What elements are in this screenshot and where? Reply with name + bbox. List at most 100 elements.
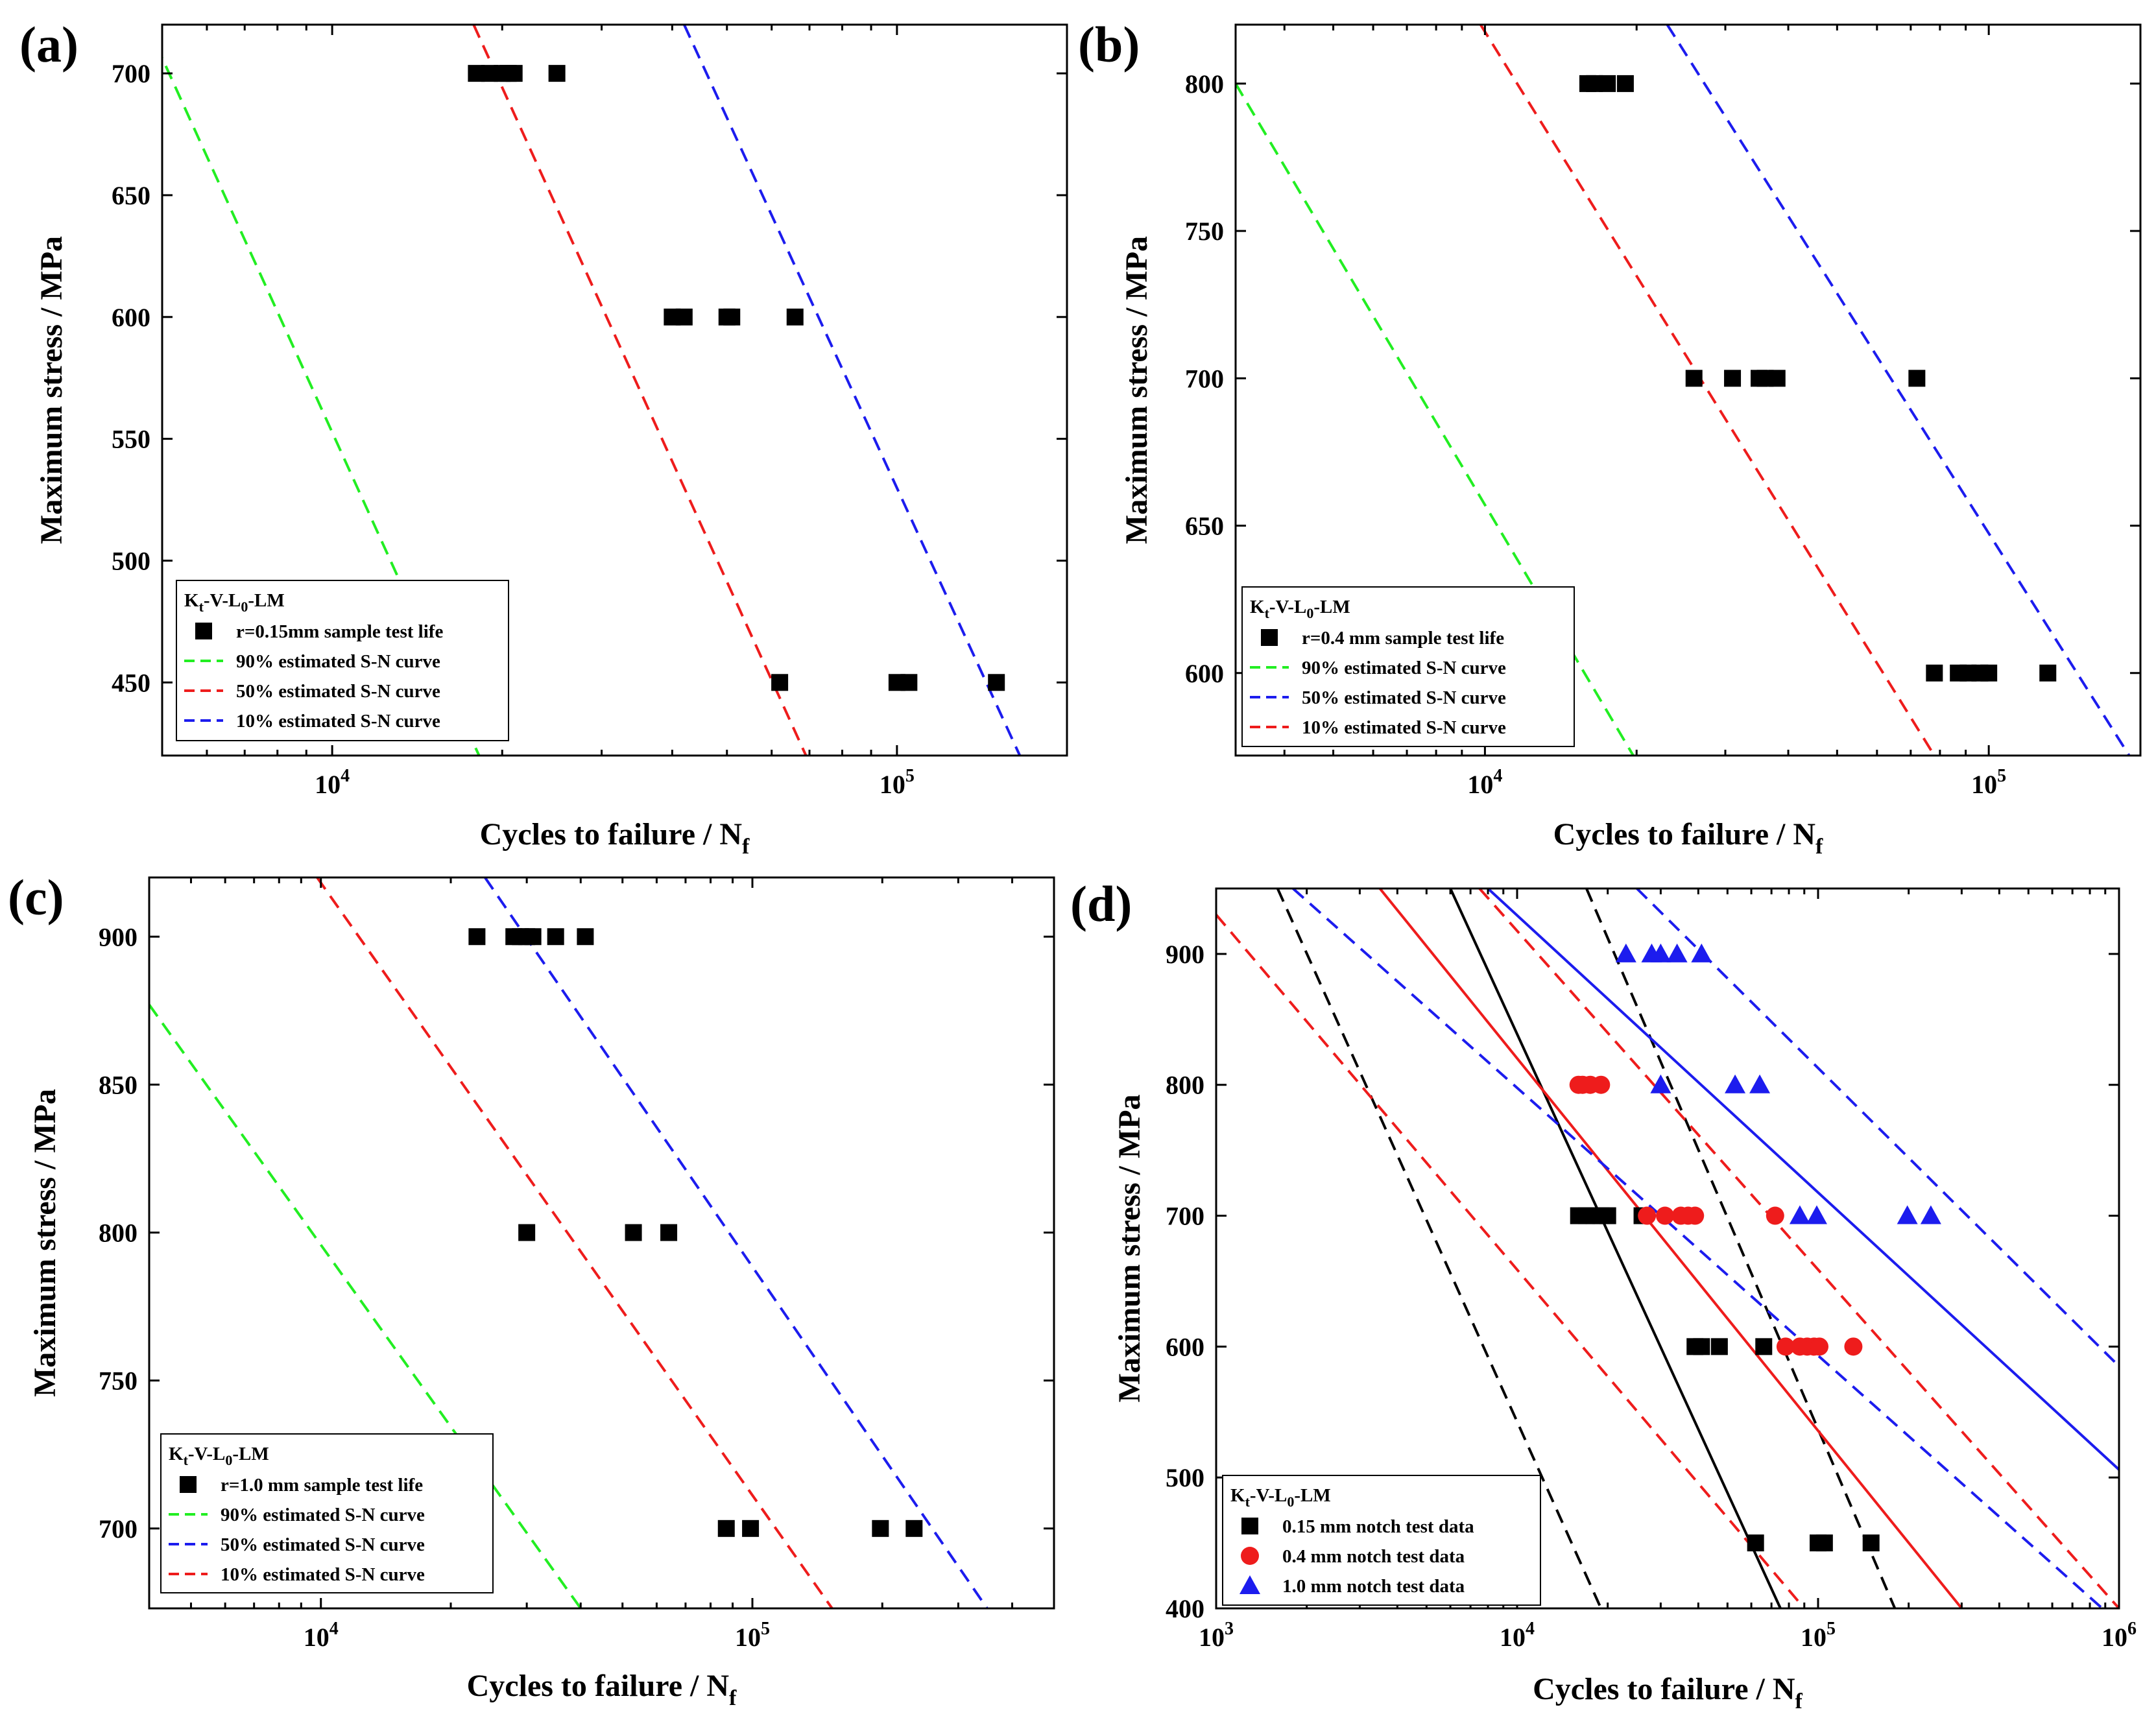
panel-b-point-0-9 [1908,370,1926,387]
panel-a-ytick-label-1: 500 [112,546,150,575]
panel-a-ylabel: Maximum stress / MPa [34,236,69,544]
panel-d: 103 104 105 106 400 500 600 700 800 900 (d) Maximum… [1070,876,2137,1713]
panel-a-legend-title: Kt-V-L0-LM [184,590,285,615]
panel-a-curve-2 [472,25,808,756]
panel-d-point-2-9 [1806,1205,1827,1224]
panel-c-curve-1 [149,1004,582,1608]
panel-d-point-0-10 [1747,1534,1764,1552]
panel-d-legend-box [1222,1475,1541,1606]
panel-b-legend-entry-1: 90% estimated S-N curve [1302,658,1506,678]
panel-d-point-2-10 [1897,1205,1918,1224]
panel-a-label: (a) [19,16,78,73]
panel-c-frame [148,876,1055,1610]
panel-d-ytick-label-0: 400 [1166,1594,1204,1623]
panel-a-curve-3 [682,25,1022,756]
panel-d-legend: Kt-V-L0-LM 0.15 mm notch test data 0.4 mm … [1222,1475,1541,1606]
panel-a-point-0-9 [723,308,741,326]
panel-a-point-0-11 [771,674,789,691]
panel-c-legend-title: Kt-V-L0-LM [169,1444,269,1468]
panel-d-ytick-label-2: 600 [1166,1332,1204,1361]
panel-b-legend-marker-0 [1261,629,1278,646]
panel-b-point-0-5 [1724,370,1742,387]
panel-d-point-2-3 [1666,943,1688,962]
panel-d-legend-marker-2 [1240,1575,1260,1594]
panel-c-point-0-13 [905,1520,923,1537]
panel-b-point-0-15 [2039,664,2057,682]
panel-b-ylabel: Maximum stress / MPa [1120,236,1154,544]
panel-d-point-0-13 [1862,1534,1880,1552]
panel-b-point-0-8 [1768,370,1786,387]
panel-d-xtick-label-3: 106 [2102,1619,2137,1652]
panel-b-curve-1 [1236,82,1635,756]
panel-d-point-2-2 [1650,943,1671,962]
panel-b-xtick-label-1: 105 [1971,766,2006,799]
panel-b-ytick-label-4: 800 [1185,69,1224,99]
panel-b-ytick-label-1: 650 [1185,512,1224,541]
panel-d-point-2-4 [1691,943,1712,962]
panel-a-legend-entry-3: 10% estimated S-N curve [236,711,440,732]
panel-c-legend-entry-2: 50% estimated S-N curve [221,1534,425,1555]
panel-d-xtick-label-1: 104 [1500,1619,1535,1652]
panel-b-legend-entry-2: 50% estimated S-N curve [1302,687,1506,708]
panel-b-points [1579,75,2057,682]
panel-a-point-0-10 [786,308,804,326]
panel-d-point-2-11 [1920,1205,1941,1224]
panel-a-xtick-label-1: 105 [880,766,915,799]
panel-d-point-1-8 [1686,1206,1705,1225]
panel-d-legend-entry-0: 0.15 mm notch test data [1282,1516,1474,1537]
panel-d-curve-5 [1585,888,1897,1608]
panel-d-curve-4 [1276,888,1603,1608]
panel-d-point-1-5 [1655,1206,1674,1225]
panel-d-point-1-9 [1766,1206,1784,1225]
panel-c-point-0-5 [547,928,564,946]
panel-b-legend-entry-0: r=0.4 mm sample test life [1302,628,1504,649]
panel-d-points [1569,943,1941,1552]
panel-a-point-0-4 [505,65,523,82]
panel-c-point-0-6 [577,928,594,946]
panel-d-xtick-label-0: 103 [1199,1619,1234,1652]
panel-c: 104 105 700 750 800 850 900 (c) Maximum stress /… [8,869,1055,1710]
panel-d-legend-title: Kt-V-L0-LM [1230,1485,1331,1510]
panel-d-point-0-4 [1599,1207,1616,1224]
panel-c-curve-3 [316,877,833,1608]
panel-c-curves [149,877,988,1608]
panel-b: 104 105 600 650 700 750 800 (b) Maximum stress /… [1078,16,2142,859]
panel-d-legend-entry-1: 0.4 mm notch test data [1282,1546,1465,1567]
panel-c-xtick-label-0: 104 [304,1619,339,1652]
panel-a-ytick-label-5: 700 [112,59,150,88]
panel-b-xtick-label-0: 104 [1467,766,1502,799]
panel-a-legend-entry-0: r=0.15mm sample test life [236,621,443,642]
panel-d-point-1-4 [1638,1206,1657,1225]
panel-b-legend-box [1241,586,1575,747]
panel-b-ytick-label-2: 700 [1185,364,1224,393]
panel-a-point-0-13 [900,674,918,691]
panel-b-legend: Kt-V-L0-LM r=0.4 mm sample test life 90% e… [1241,586,1575,747]
panel-d-point-0-9 [1755,1338,1773,1355]
panel-d-curve-6 [1378,888,1963,1608]
panel-a-point-0-5 [548,65,566,82]
panel-a-ytick-label-3: 600 [112,303,150,332]
panel-c-ylabel: Maximum stress / MPa [28,1089,62,1397]
panel-c-ytick-label-3: 850 [99,1070,138,1099]
panel-b-legend-entry-3: 10% estimated S-N curve [1302,717,1506,738]
panel-d-label: (d) [1070,876,1132,932]
panel-d-curve-7 [1216,914,1806,1608]
panel-b-frame [1234,23,2142,757]
panel-d-legend-entry-2: 1.0 mm notch test data [1282,1576,1465,1597]
panel-c-point-0-0 [468,928,486,946]
panel-a-frame [161,23,1068,757]
panel-d-point-2-8 [1789,1205,1810,1224]
panel-d-ytick-label-3: 700 [1166,1202,1204,1231]
panel-d-xlabel: Cycles to failure / Nf [1533,1672,1803,1713]
panel-b-ytick-label-0: 600 [1185,659,1224,688]
panel-d-point-2-7 [1749,1074,1771,1093]
panel-d-point-1-3 [1592,1075,1611,1094]
panel-d-curves [1216,888,2119,1608]
panel-c-legend-entry-3: 10% estimated S-N curve [221,1564,425,1585]
panel-d-frame [1215,887,2120,1610]
panel-d-point-1-10 [1776,1337,1795,1356]
panel-a-legend-entry-1: 90% estimated S-N curve [236,651,440,672]
panel-d-point-0-7 [1693,1338,1710,1355]
panel-c-legend-box [160,1433,494,1593]
panel-d-point-0-8 [1710,1338,1728,1355]
